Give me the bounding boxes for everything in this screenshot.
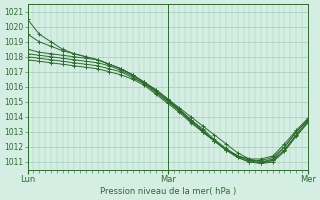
X-axis label: Pression niveau de la mer( hPa ): Pression niveau de la mer( hPa ) (100, 187, 236, 196)
